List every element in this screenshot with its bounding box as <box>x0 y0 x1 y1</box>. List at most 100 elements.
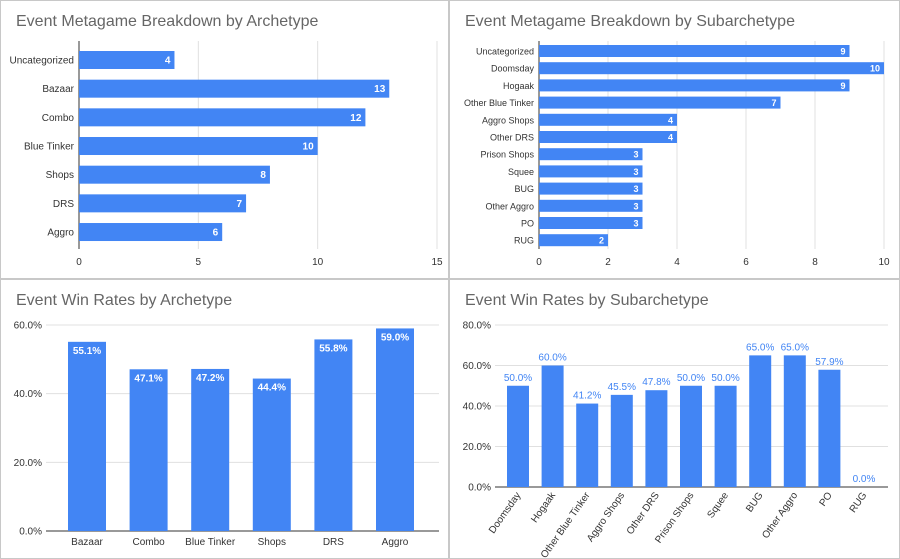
bar <box>79 194 247 213</box>
category-label: Bazaar <box>42 84 74 95</box>
y-tick-label: 60.0% <box>463 361 491 372</box>
x-tick-label: 4 <box>674 257 680 268</box>
data-label: 2 <box>599 236 604 246</box>
x-tick-label: 0 <box>76 257 82 268</box>
category-label: Squee <box>705 490 731 520</box>
x-tick-label: 0 <box>536 257 542 268</box>
category-label: Aggro <box>47 228 74 239</box>
bar <box>79 108 366 127</box>
data-label: 10 <box>870 64 880 74</box>
bar <box>68 341 106 531</box>
bar <box>507 385 529 487</box>
data-label: 8 <box>260 170 266 181</box>
archetype-winrates-plot: 0.0% 20.0% 40.0% 60.0% 55.1% Bazaar 47.1% Combo… <box>14 321 439 548</box>
bar <box>714 385 737 487</box>
chart-panel-archetype-winrates: 0.0% 20.0% 40.0% 60.0% 55.1% Bazaar 47.1% Combo… <box>0 279 449 559</box>
y-tick-label: 40.0% <box>463 402 491 413</box>
category-label: PO <box>521 219 534 229</box>
subarchetype-breakdown-plot: 0 2 4 6 8 10 Uncategorized 9 Doomsday 10 Hogaak 9 Ot… <box>464 41 890 268</box>
bar <box>539 96 781 109</box>
bar <box>749 355 772 487</box>
data-label: 13 <box>374 84 386 95</box>
chart-title: Event Metagame Breakdown by Subarchetype <box>465 13 795 30</box>
category-label: RUG <box>514 236 534 246</box>
bar <box>79 165 270 184</box>
bar <box>129 369 168 531</box>
bar <box>79 137 318 156</box>
data-label: 65.0% <box>746 342 774 353</box>
category-label: Aggro <box>382 537 409 548</box>
data-label: 4 <box>668 133 673 143</box>
bar <box>539 182 643 195</box>
bar <box>539 199 643 212</box>
category-label: Other DRS <box>490 133 534 143</box>
category-label: Prison Shops <box>480 150 534 160</box>
category-label: Squee <box>508 167 534 177</box>
category-label: Aggro Shops <box>482 115 535 125</box>
category-label: PO <box>818 490 835 508</box>
data-label: 47.1% <box>134 373 162 384</box>
data-label: 3 <box>633 150 638 160</box>
category-label: Blue Tinker <box>185 537 236 548</box>
data-label: 10 <box>303 142 315 153</box>
bar <box>79 223 223 242</box>
data-label: 4 <box>165 56 171 67</box>
data-label: 12 <box>350 113 362 124</box>
bar <box>541 365 564 487</box>
category-label: DRS <box>323 537 344 548</box>
data-label: 45.5% <box>608 382 636 393</box>
chart-panel-subarchetype-breakdown: 0 2 4 6 8 10 Uncategorized 9 Doomsday 10 Hogaak 9 Ot… <box>449 0 900 279</box>
category-label: DRS <box>53 199 74 210</box>
data-label: 50.0% <box>504 373 532 384</box>
chart-panel-subarchetype-winrates: 0.0% 20.0% 40.0% 60.0% 80.0% 50.0% Doomsday 60.… <box>449 279 900 559</box>
bar <box>79 51 175 69</box>
x-tick-label: 8 <box>812 257 818 268</box>
data-label: 41.2% <box>573 391 601 402</box>
x-tick-label: 6 <box>743 257 749 268</box>
category-label: Other Aggro <box>760 490 800 541</box>
category-label: RUG <box>848 490 870 515</box>
chart-panel-archetype-breakdown: 0 5 10 15 Uncategorized 4 Bazaar 13 Combo 12 Blue … <box>0 0 449 279</box>
bar <box>539 148 643 161</box>
category-label: Other Aggro <box>485 201 534 211</box>
y-tick-label: 0.0% <box>468 483 491 494</box>
category-label: Doomsday <box>491 64 535 74</box>
x-tick-label: 10 <box>312 257 324 268</box>
bar <box>314 339 353 531</box>
subarchetype-winrates-plot: 0.0% 20.0% 40.0% 60.0% 80.0% 50.0% Doomsday 60.… <box>463 321 888 558</box>
archetype-breakdown-plot: 0 5 10 15 Uncategorized 4 Bazaar 13 Combo 12 Blue … <box>10 41 443 268</box>
bar <box>576 403 599 487</box>
category-label: Uncategorized <box>476 47 534 57</box>
data-label: 7 <box>771 98 776 108</box>
bar <box>818 369 841 487</box>
bar <box>539 131 677 143</box>
category-label: BUG <box>744 490 766 514</box>
category-label: Doomsday <box>487 490 523 535</box>
data-label: 6 <box>213 228 219 239</box>
y-tick-label: 80.0% <box>463 321 491 332</box>
data-label: 65.0% <box>781 342 809 353</box>
bar <box>610 394 633 487</box>
category-label: Blue Tinker <box>24 142 75 153</box>
category-label: Combo <box>132 537 165 548</box>
category-label: Other Blue Tinker <box>464 98 534 108</box>
category-label: BUG <box>514 184 534 194</box>
bar <box>539 217 643 229</box>
data-label: 9 <box>840 81 845 91</box>
x-tick-label: 10 <box>878 257 890 268</box>
x-tick-label: 5 <box>196 257 202 268</box>
data-label: 47.2% <box>196 373 224 384</box>
data-label: 50.0% <box>711 373 739 384</box>
data-label: 50.0% <box>677 373 705 384</box>
bar <box>539 234 608 247</box>
bar <box>539 45 850 57</box>
data-label: 3 <box>633 219 638 229</box>
y-tick-label: 20.0% <box>14 458 42 469</box>
data-label: 3 <box>633 167 638 177</box>
y-tick-label: 40.0% <box>14 389 42 400</box>
data-label: 3 <box>633 201 638 211</box>
chart-title: Event Metagame Breakdown by Archetype <box>16 13 319 30</box>
category-label: Bazaar <box>71 537 103 548</box>
data-label: 55.1% <box>73 346 101 357</box>
bar <box>79 79 390 98</box>
